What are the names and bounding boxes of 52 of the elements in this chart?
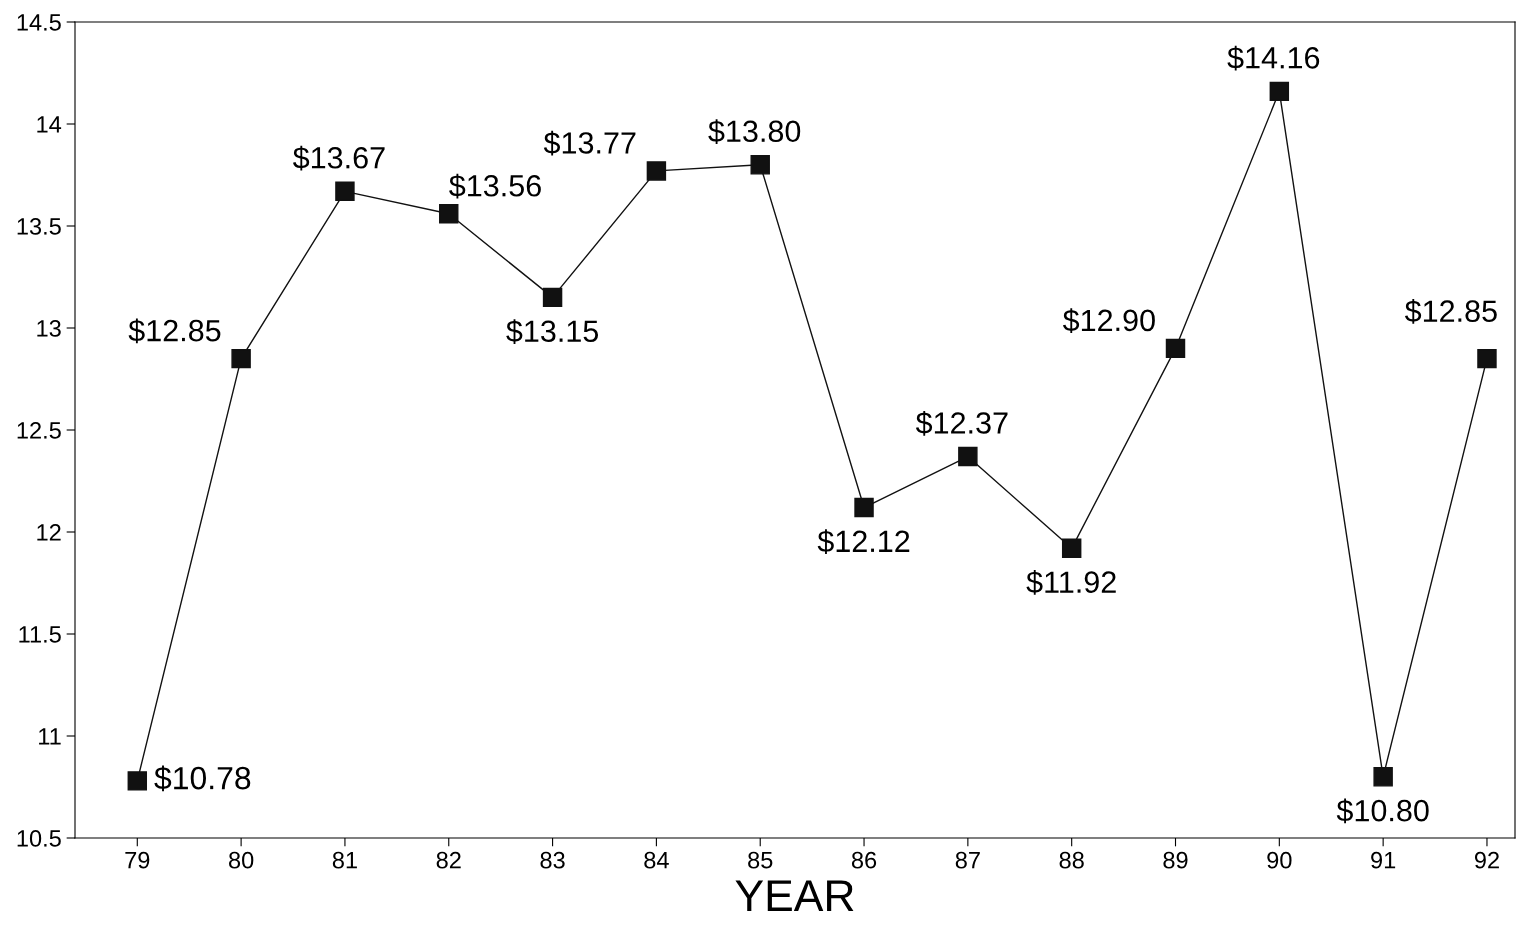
point (958, 446, 978, 467)
x-tick-label: 92 (1474, 851, 1499, 869)
point (750, 155, 770, 175)
data-label: $12.85 (1404, 299, 1497, 324)
x-axis-title: YEAR (735, 880, 854, 911)
point (646, 161, 667, 181)
data-label: $13.77 (543, 130, 636, 156)
point (854, 497, 874, 518)
data-label: $12.90 (1062, 308, 1155, 334)
y-tick-label: 12.5 (17, 422, 61, 439)
y-tick-label: 13 (37, 320, 61, 337)
y-tick-label: 12 (37, 524, 61, 541)
x-tick-label: 86 (851, 851, 877, 869)
data-label: $12.85 (128, 318, 221, 344)
point (1373, 767, 1393, 787)
data-label: $14.16 (1227, 45, 1320, 71)
point (127, 771, 148, 791)
x-tick-label: 89 (1163, 851, 1188, 869)
point (1165, 338, 1186, 359)
point (542, 287, 563, 308)
y-tick-label: 14 (37, 116, 62, 133)
point (439, 204, 459, 224)
data-label: $12.12 (817, 529, 910, 555)
point (1061, 538, 1082, 559)
data-label: $13.80 (708, 119, 801, 144)
x-tick-label: 84 (644, 851, 669, 869)
x-tick-label: 87 (955, 851, 980, 869)
data-label: $11.92 (1026, 570, 1116, 595)
x-tick-label: 82 (436, 851, 461, 869)
data-label: $10.80 (1336, 798, 1429, 824)
x-tick-label: 90 (1267, 851, 1292, 869)
y-tick-label: 14.5 (17, 14, 61, 31)
x-tick-label: 79 (125, 851, 150, 869)
x-tick-label: 85 (748, 851, 773, 869)
data-label: $13.67 (292, 145, 385, 171)
data-label: $13.56 (449, 173, 541, 199)
y-tick-label: 13.5 (17, 218, 61, 235)
y-tick-label: 11 (39, 728, 61, 745)
data-label: $10.78 (154, 765, 251, 792)
x-tick-label: 83 (540, 851, 565, 869)
y-tick-label: 11.5 (19, 626, 61, 643)
data-label: $12.37 (915, 410, 1008, 436)
point (231, 348, 251, 369)
x-tick-label: 88 (1059, 851, 1084, 869)
data-label: $13.15 (506, 319, 599, 344)
x-tick-label: 81 (332, 851, 357, 869)
x-tick-label: 91 (1371, 851, 1396, 869)
point (1269, 81, 1290, 102)
x-tick-label: 80 (229, 851, 254, 869)
point (335, 181, 355, 202)
y-tick-label: 10.5 (17, 830, 61, 847)
point (1477, 348, 1497, 369)
